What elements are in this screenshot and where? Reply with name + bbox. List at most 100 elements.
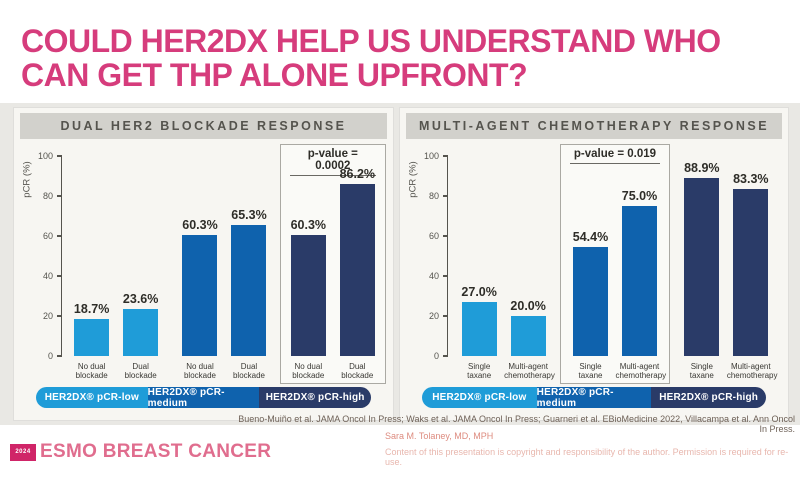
y-axis-tick-label: 100 (423, 150, 439, 161)
y-axis-tick (443, 355, 448, 357)
legend-item: HER2DX® pCR-low (422, 387, 537, 408)
bar-value-label: 88.9% (684, 161, 720, 176)
y-axis-tick-label: 20 (428, 310, 439, 321)
panel-dual-her2-blockade: DUAL HER2 BLOCKADE RESPONSE pCR (%) 0 20 40… (14, 108, 393, 420)
bar-slot: 20.0% (504, 299, 552, 356)
y-axis-tick-label: 80 (42, 190, 53, 201)
bar-value-label: 75.0% (621, 189, 658, 203)
y-axis-tick-label: 80 (428, 190, 439, 201)
bar-category-label: Dual blockade (232, 361, 265, 381)
bars-row: 88.9% 83.3% (674, 161, 779, 356)
chart-multi-agent-chemo: pCR (%) 0 20 40 60 80 100 27.0% 20.0% Single taxa… (404, 144, 782, 384)
legend-item: HER2DX® pCR-medium (147, 387, 260, 408)
bar-value-label: 27.0% (461, 285, 497, 299)
bars-row: 60.3% 65.3% (173, 208, 275, 356)
slide-title-line-1: COULD HER2DX HELP US UNDERSTAND WHO (21, 23, 721, 59)
bar-slot: 75.0% (615, 189, 663, 356)
bar-category-label: No dual blockade (292, 361, 325, 381)
bar (339, 183, 375, 356)
bar-groups: 18.7% 23.6% No dual blockade Dual blockade 6… (62, 144, 387, 384)
bar-category-label: Multi-agent chemotherapy (615, 361, 667, 381)
bar-category-label: Single taxane (689, 361, 714, 381)
bar (510, 316, 546, 356)
legend-item: HER2DX® pCR-high (651, 387, 766, 408)
y-axis-tick (443, 315, 448, 317)
p-value-label: p-value = 0.019 (570, 148, 660, 164)
category-row: No dual blockade Dual blockade (65, 362, 167, 381)
category-row: Single taxane Multi-agent chemotherapy (451, 362, 556, 381)
bar-slot: 23.6% (117, 292, 165, 356)
bar (572, 247, 608, 356)
bar-value-label: 86.2% (339, 166, 376, 181)
bar (621, 206, 657, 356)
bar-value-label: 20.0% (510, 299, 546, 313)
y-axis: pCR (%) 0 20 40 60 80 100 (18, 144, 62, 361)
legend-item: HER2DX® pCR-medium (536, 387, 652, 408)
bar-value-label: 18.7% (73, 301, 110, 316)
bar-group: 27.0% 20.0% Single taxane Multi-agent chemo… (451, 144, 556, 384)
bar-value-label: 54.4% (572, 230, 609, 245)
y-axis-tick (443, 235, 448, 237)
bar-slot: 65.3% (225, 208, 273, 356)
bar-slot: 27.0% (455, 285, 503, 356)
bar-slot: 54.4% (566, 230, 614, 356)
y-axis-tick (443, 155, 448, 157)
bar (74, 318, 110, 356)
bar-category-label: Dual blockade (124, 361, 157, 381)
bar-slot: 83.3% (727, 172, 775, 356)
y-axis-tick-label: 40 (428, 270, 439, 281)
y-axis-tick-label: 60 (428, 230, 439, 241)
panel-title-dual-her2: DUAL HER2 BLOCKADE RESPONSE (20, 113, 387, 139)
y-axis-tick-label: 0 (47, 350, 53, 361)
y-axis-tick-label: 20 (42, 310, 53, 321)
y-axis-line (446, 156, 448, 356)
bar (123, 308, 159, 356)
bar-value-label: 83.3% (733, 172, 769, 187)
bar-slot: 88.9% (678, 161, 726, 356)
legend-dual-her2: HER2DX® pCR-low HER2DX® pCR-medium HER2DX®… (36, 387, 371, 408)
legend-item: HER2DX® pCR-high (259, 387, 371, 408)
slide-title-line-2: CAN GET THP ALONE UPFRONT? (21, 57, 528, 93)
category-row: No dual blockade Dual blockade (282, 362, 384, 381)
slide-title: COULD HER2DX HELP US UNDERSTAND WHO CAN … (21, 24, 721, 92)
bar (182, 235, 218, 356)
bar-value-label: 60.3% (290, 218, 327, 233)
bar-category-label: Single taxane (578, 361, 603, 381)
bars-row: 54.4% 75.0% (562, 189, 667, 356)
bar-group: 60.3% 65.3% No dual blockade Dual blockade (173, 144, 275, 384)
author-name: Sara M. Tolaney, MD, MPH (385, 431, 494, 441)
bar-value-label: 60.3% (182, 218, 218, 233)
y-axis-title: pCR (%) (407, 161, 419, 198)
bar-slot: 18.7% (68, 302, 116, 356)
bar-category-label: Dual blockade (341, 361, 374, 381)
bar-group: p-value = 0.0002 60.3% 86.2% No dual blocka… (279, 144, 386, 384)
bar-value-label: 65.3% (231, 208, 267, 223)
bar-group: 18.7% 23.6% No dual blockade Dual blockade (65, 144, 167, 384)
bar (684, 178, 720, 356)
bars-row: 27.0% 20.0% (451, 285, 556, 356)
p-value-label: p-value = 0.0002 (289, 148, 376, 176)
bar-group: p-value = 0.019 54.4% 75.0% Single taxane Mu… (560, 144, 670, 384)
y-axis-tick-label: 0 (433, 350, 439, 361)
bars-row: 18.7% 23.6% (65, 292, 167, 356)
y-axis-tick-label: 60 (42, 230, 53, 241)
esmo-logo-text: ESMO BREAST CANCER (40, 441, 272, 462)
y-axis-tick-label: 100 (37, 150, 53, 161)
bar-group: 88.9% 83.3% Single taxane Multi-agent chemo… (674, 144, 779, 384)
y-axis-tick (443, 275, 448, 277)
bar-slot: 60.3% (176, 218, 224, 356)
y-axis-tick (57, 235, 62, 237)
y-axis-tick (57, 315, 62, 317)
bars-row: 60.3% 86.2% (282, 167, 384, 356)
y-axis-tick (57, 355, 62, 357)
category-row: Single taxane Multi-agent chemotherapy (674, 362, 779, 381)
esmo-year-badge: 2024 (10, 443, 36, 461)
legend-multi-agent: HER2DX® pCR-low HER2DX® pCR-medium HER2DX®… (422, 387, 766, 408)
bar-groups: 27.0% 20.0% Single taxane Multi-agent chemo… (448, 144, 782, 384)
chart-dual-her2-blockade: pCR (%) 0 20 40 60 80 100 18.7% 23.6% No dual blo… (18, 144, 387, 384)
panel-multi-agent-chemo: MULTI-AGENT CHEMOTHERAPY RESPONSE pCR (%… (400, 108, 788, 420)
bar-slot: 60.3% (284, 218, 332, 356)
bar-slot: 86.2% (333, 167, 381, 356)
y-axis-tick (57, 155, 62, 157)
